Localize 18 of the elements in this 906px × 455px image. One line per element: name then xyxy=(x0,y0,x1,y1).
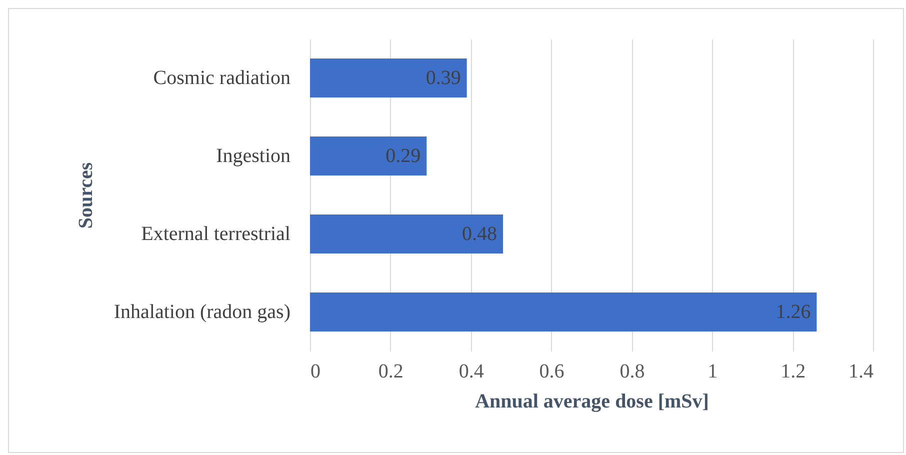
x-axis-title: Annual average dose [mSv] xyxy=(475,390,709,412)
y-tick-label: Inhalation (radon gas) xyxy=(114,301,290,323)
y-axis-title: Sources xyxy=(74,162,97,229)
data-label: 1.26 xyxy=(776,301,811,323)
data-label: 0.39 xyxy=(426,67,461,89)
y-tick-label: Cosmic radiation xyxy=(153,67,290,89)
data-label: 0.48 xyxy=(462,223,498,245)
data-label: 0.29 xyxy=(386,145,421,167)
x-tick-label: 1.2 xyxy=(780,360,806,382)
y-tick-label: Ingestion xyxy=(216,145,290,167)
x-tick-label: 0.6 xyxy=(539,360,564,382)
y-tick-label: External terrestrial xyxy=(141,223,291,245)
x-tick-label: 0 xyxy=(310,360,320,382)
x-tick-label: 0.2 xyxy=(378,360,404,382)
x-tick-label: 0.4 xyxy=(458,360,484,382)
x-tick-label: 1.4 xyxy=(848,360,874,382)
x-tick-label: 1 xyxy=(708,360,718,382)
x-tick-label: 0.8 xyxy=(620,360,645,382)
